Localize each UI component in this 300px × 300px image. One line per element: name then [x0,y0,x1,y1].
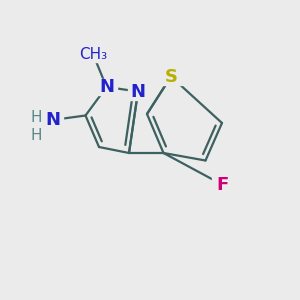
Bar [160,68,182,85]
Text: N: N [130,82,146,100]
Bar [212,176,233,193]
Text: H: H [30,128,42,143]
Bar [96,79,117,95]
Text: N: N [45,111,60,129]
Text: S: S [164,68,178,85]
Text: F: F [216,176,228,194]
Text: H: H [30,110,42,124]
Bar [82,46,103,62]
Bar [128,83,148,100]
Text: N: N [99,78,114,96]
Bar [42,112,63,128]
Text: CH₃: CH₃ [79,46,107,62]
